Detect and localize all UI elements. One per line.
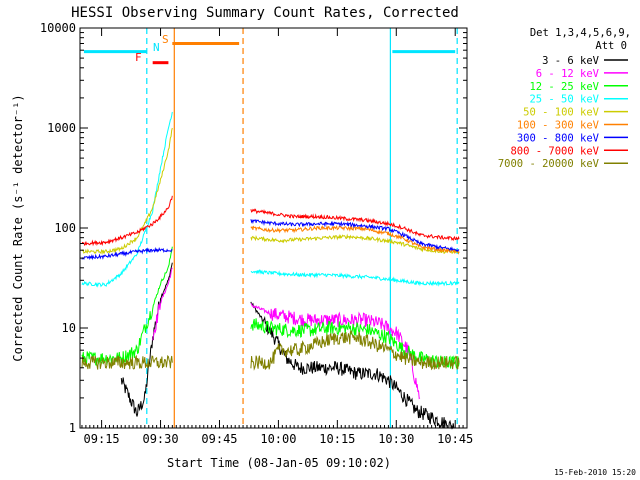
y-tick-label-0: 1 (69, 421, 76, 435)
series-line-3-0 (81, 111, 173, 288)
y-tick-label-2: 100 (54, 221, 76, 235)
series-line-1-1 (250, 303, 421, 400)
x-tick-label-3: 10:00 (260, 432, 296, 446)
series-3 (81, 111, 460, 288)
series-1 (152, 267, 421, 400)
series-line-5-0 (250, 224, 460, 255)
chart-title: HESSI Observing Summary Count Rates, Cor… (71, 5, 459, 21)
x-tick-label-2: 09:45 (201, 432, 237, 446)
y-tick-label-1: 10 (62, 321, 76, 335)
legend-label-6: 300 - 800 keV (517, 132, 600, 144)
state-label-1: S (162, 33, 169, 46)
legend-header-1: Att 0 (595, 40, 627, 52)
y-tick-label-4: 10000 (40, 21, 76, 35)
legend-label-5: 100 - 300 keV (517, 120, 600, 132)
state-label-3: N (153, 41, 160, 54)
series-line-7-0 (81, 195, 173, 247)
state-label-2: F (135, 51, 142, 64)
legend-label-8: 7000 - 20000 keV (498, 158, 600, 170)
series-line-0-0 (120, 262, 173, 417)
series-line-2-0 (81, 246, 173, 366)
series-8 (81, 329, 460, 371)
x-tick-label-1: 09:30 (142, 432, 178, 446)
series-line-4-0 (81, 127, 173, 256)
legend-label-1: 6 - 12 keV (536, 68, 600, 80)
series-line-1-0 (152, 267, 173, 341)
plot-content: FNS (81, 28, 460, 430)
series-line-8-0 (81, 354, 173, 370)
x-tick-label-6: 10:45 (437, 432, 473, 446)
legend-header-0: Det 1,3,4,5,6,9, (530, 27, 631, 39)
series-5 (250, 224, 460, 255)
x-tick-label-5: 10:30 (378, 432, 414, 446)
legend-label-0: 3 - 6 keV (542, 55, 600, 67)
legend-label-7: 800 - 7000 keV (510, 145, 599, 157)
y-tick-label-3: 1000 (47, 121, 76, 135)
series-line-8-1 (250, 329, 460, 371)
series-line-3-1 (250, 269, 460, 287)
series-7 (81, 195, 460, 247)
axes: 09:15 09:30 09:45 10:00 10:15 10:30 10:45 1 10 10… (40, 21, 473, 446)
x-axis-label: Start Time (08-Jan-05 09:10:02) (167, 456, 391, 470)
x-tick-label-0: 09:15 (84, 432, 120, 446)
series-line-6-1 (250, 219, 460, 253)
y-axis-label: Corrected Count Rate (s⁻¹ detector⁻¹) (11, 94, 25, 361)
series-2 (81, 246, 460, 369)
footer-date: 15-Feb-2010 15:20 (554, 468, 636, 477)
legend-label-2: 12 - 25 keV (529, 81, 599, 93)
series-line-2-1 (250, 318, 460, 369)
x-tick-label-4: 10:15 (319, 432, 355, 446)
legend-label-3: 25 - 50 keV (529, 94, 599, 106)
plot-frame (79, 27, 468, 429)
series-6 (81, 219, 460, 261)
series-line-6-0 (81, 246, 173, 261)
series-line-7-1 (250, 208, 460, 242)
legend-label-4: 50 - 100 keV (523, 107, 600, 119)
